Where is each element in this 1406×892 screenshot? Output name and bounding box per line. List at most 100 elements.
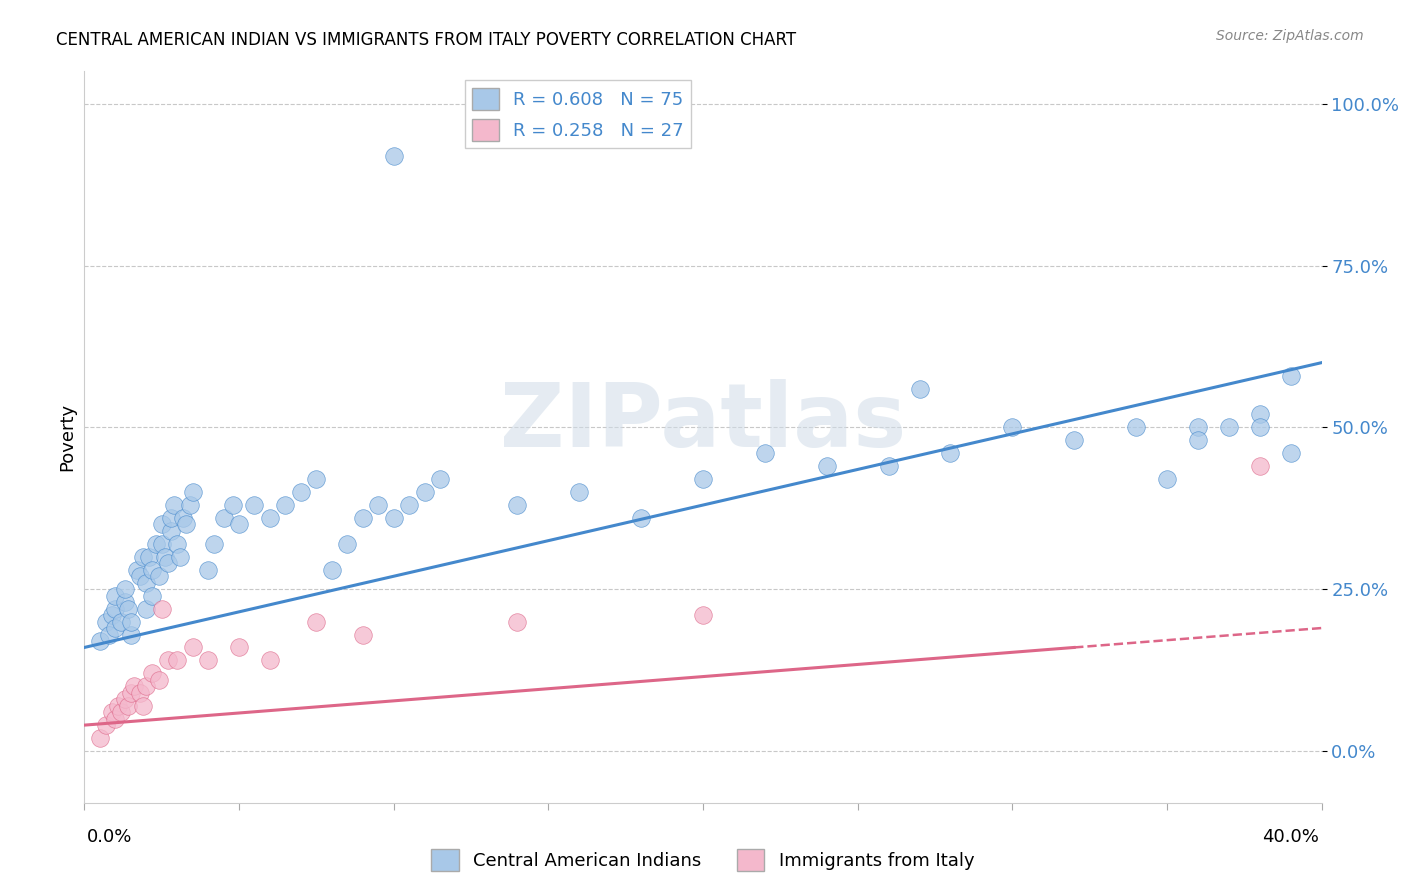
Point — [1156, 472, 1178, 486]
Text: Source: ZipAtlas.com: Source: ZipAtlas.com — [1216, 29, 1364, 43]
Point — [1187, 420, 1209, 434]
Point — [197, 563, 219, 577]
Point — [1063, 434, 1085, 448]
Point — [166, 653, 188, 667]
Point — [877, 459, 900, 474]
Point — [117, 601, 139, 615]
Point — [107, 698, 129, 713]
Point — [169, 549, 191, 564]
Point — [321, 563, 343, 577]
Point — [141, 666, 163, 681]
Point — [243, 498, 266, 512]
Point — [176, 517, 198, 532]
Point — [104, 712, 127, 726]
Point — [1249, 459, 1271, 474]
Point — [163, 498, 186, 512]
Point — [1001, 420, 1024, 434]
Point — [156, 557, 179, 571]
Legend: Central American Indians, Immigrants from Italy: Central American Indians, Immigrants fro… — [425, 842, 981, 879]
Point — [110, 705, 132, 719]
Point — [172, 511, 194, 525]
Point — [413, 485, 436, 500]
Point — [120, 686, 142, 700]
Point — [104, 621, 127, 635]
Point — [141, 563, 163, 577]
Point — [352, 627, 374, 641]
Y-axis label: Poverty: Poverty — [58, 403, 76, 471]
Point — [692, 472, 714, 486]
Point — [382, 511, 405, 525]
Point — [125, 563, 148, 577]
Point — [114, 692, 136, 706]
Point — [114, 582, 136, 597]
Point — [150, 601, 173, 615]
Point — [156, 653, 179, 667]
Point — [305, 472, 328, 486]
Point — [153, 549, 176, 564]
Point — [120, 627, 142, 641]
Text: 0.0%: 0.0% — [87, 828, 132, 846]
Point — [398, 498, 420, 512]
Point — [1279, 446, 1302, 460]
Point — [1249, 408, 1271, 422]
Point — [336, 537, 359, 551]
Point — [367, 498, 389, 512]
Point — [98, 627, 121, 641]
Point — [135, 679, 157, 693]
Point — [222, 498, 245, 512]
Point — [815, 459, 838, 474]
Point — [228, 517, 250, 532]
Point — [382, 148, 405, 162]
Point — [135, 601, 157, 615]
Point — [1279, 368, 1302, 383]
Point — [1187, 434, 1209, 448]
Point — [101, 608, 124, 623]
Point — [290, 485, 312, 500]
Point — [212, 511, 235, 525]
Point — [135, 575, 157, 590]
Point — [1249, 420, 1271, 434]
Point — [179, 498, 201, 512]
Point — [132, 698, 155, 713]
Point — [939, 446, 962, 460]
Point — [122, 679, 145, 693]
Point — [120, 615, 142, 629]
Point — [568, 485, 591, 500]
Point — [352, 511, 374, 525]
Point — [166, 537, 188, 551]
Point — [117, 698, 139, 713]
Point — [104, 589, 127, 603]
Point — [1125, 420, 1147, 434]
Point — [259, 653, 281, 667]
Point — [101, 705, 124, 719]
Point — [160, 524, 183, 538]
Point — [202, 537, 225, 551]
Point — [692, 608, 714, 623]
Point — [148, 673, 170, 687]
Point — [1218, 420, 1240, 434]
Point — [148, 569, 170, 583]
Point — [129, 569, 152, 583]
Point — [89, 634, 111, 648]
Legend: R = 0.608   N = 75, R = 0.258   N = 27: R = 0.608 N = 75, R = 0.258 N = 27 — [464, 80, 692, 148]
Point — [754, 446, 776, 460]
Point — [94, 718, 117, 732]
Point — [114, 595, 136, 609]
Point — [228, 640, 250, 655]
Point — [104, 601, 127, 615]
Point — [506, 615, 529, 629]
Point — [181, 485, 204, 500]
Text: 40.0%: 40.0% — [1263, 828, 1319, 846]
Point — [150, 537, 173, 551]
Text: ZIPatlas: ZIPatlas — [501, 379, 905, 466]
Text: CENTRAL AMERICAN INDIAN VS IMMIGRANTS FROM ITALY POVERTY CORRELATION CHART: CENTRAL AMERICAN INDIAN VS IMMIGRANTS FR… — [56, 31, 796, 49]
Point — [141, 589, 163, 603]
Point — [110, 615, 132, 629]
Point — [181, 640, 204, 655]
Point — [132, 549, 155, 564]
Point — [150, 517, 173, 532]
Point — [94, 615, 117, 629]
Point — [908, 382, 931, 396]
Point — [259, 511, 281, 525]
Point — [145, 537, 167, 551]
